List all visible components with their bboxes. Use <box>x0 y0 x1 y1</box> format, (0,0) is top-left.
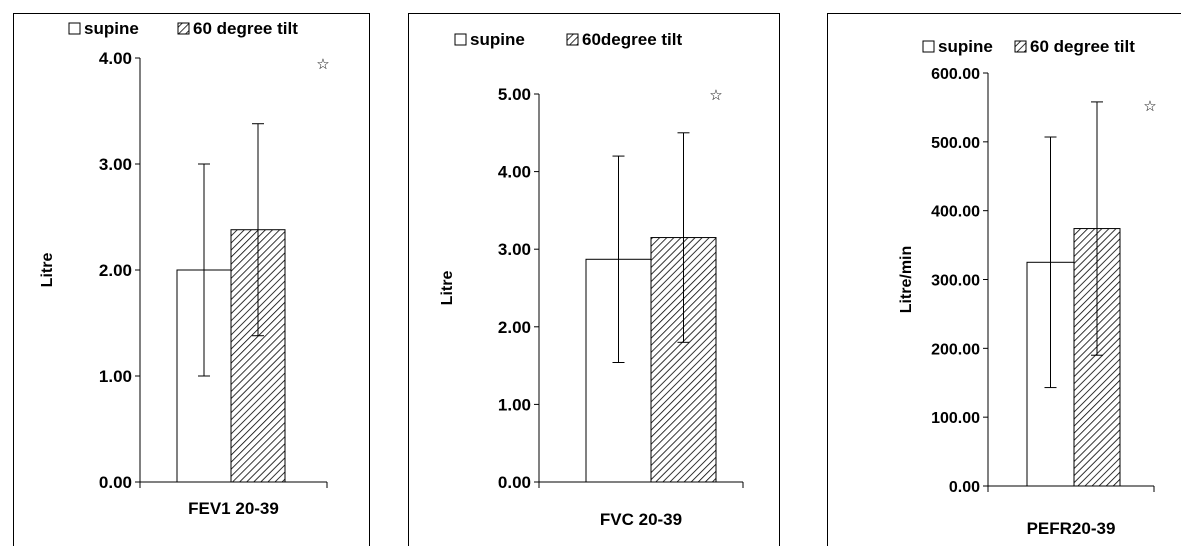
y-tick-label: 3.00 <box>498 240 531 259</box>
x-axis-label: FVC 20-39 <box>600 510 682 529</box>
chart-fvc: 0.00 1.00 2.00 3.00 4.00 5.00 supine 60degree t… <box>439 30 744 529</box>
chart-fev1: 0.00 1.00 2.00 3.00 4.00 supine 60 degree tilt… <box>39 19 330 518</box>
x-axis-label: PEFR20-39 <box>1027 519 1116 538</box>
y-tick-label: 3.00 <box>99 155 132 174</box>
y-tick-label: 400.00 <box>931 204 980 221</box>
legend-swatch-supine <box>68 22 81 35</box>
y-tick-label: 100.00 <box>931 410 980 427</box>
y-tick-label: 0.00 <box>99 473 132 492</box>
legend-label-tilt: 60degree tilt <box>582 30 682 49</box>
legend-swatch-tilt <box>1014 40 1027 53</box>
y-tick-label: 0.00 <box>498 473 531 492</box>
legend-swatch-supine <box>454 33 467 46</box>
significance-star-icon: ☆ <box>709 86 722 104</box>
legend-label-supine: supine <box>470 30 525 49</box>
legend-label-supine: supine <box>938 37 993 56</box>
y-axis-label: Litre/min <box>898 246 915 314</box>
legend-label-supine: supine <box>84 19 139 38</box>
y-tick-label: 4.00 <box>99 49 132 68</box>
chart-pefr: 0.00 100.00 200.00 300.00 400.00 500.00 600.00… <box>898 37 1157 538</box>
y-axis-label: Litre <box>39 253 56 288</box>
legend-swatch-supine <box>922 40 935 53</box>
y-tick-label: 5.00 <box>498 85 531 104</box>
legend-label-tilt: 60 degree tilt <box>1030 37 1135 56</box>
y-tick-label: 0.00 <box>949 479 980 496</box>
y-tick-label: 600.00 <box>931 66 980 83</box>
legend-label-tilt: 60 degree tilt <box>193 19 298 38</box>
y-tick-label: 1.00 <box>99 367 132 386</box>
chart-panel-fev1: 0.00 1.00 2.00 3.00 4.00 supine 60 degree tilt… <box>13 13 370 546</box>
y-axis-label: Litre <box>439 271 456 306</box>
y-tick-label: 500.00 <box>931 135 980 152</box>
chart-panel-pefr: 0.00 100.00 200.00 300.00 400.00 500.00 600.00… <box>827 13 1181 546</box>
y-tick-label: 300.00 <box>931 273 980 290</box>
significance-star-icon: ☆ <box>1143 97 1156 115</box>
legend-swatch-tilt <box>566 33 579 46</box>
legend-swatch-tilt <box>177 22 190 35</box>
y-tick-label: 200.00 <box>931 341 980 358</box>
x-axis-label: FEV1 20-39 <box>188 499 279 518</box>
y-tick-label: 2.00 <box>498 318 531 337</box>
significance-star-icon: ☆ <box>316 55 329 73</box>
y-tick-label: 1.00 <box>498 395 531 414</box>
y-tick-label: 4.00 <box>498 163 531 182</box>
y-tick-label: 2.00 <box>99 261 132 280</box>
chart-panel-fvc: 0.00 1.00 2.00 3.00 4.00 5.00 supine 60degree t… <box>408 13 780 546</box>
